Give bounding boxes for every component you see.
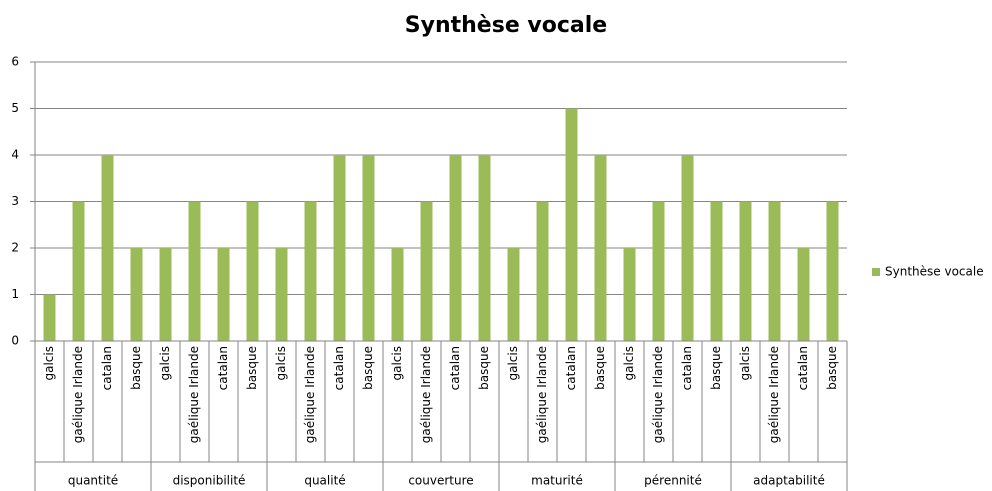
y-tick-label: 0 [11,334,19,348]
x-tick-label: basque [477,346,491,390]
x-tick-label: gaélique Irlande [419,346,433,443]
x-tick-label: basque [129,346,143,390]
bar [246,201,259,341]
bar [101,155,114,341]
y-tick-label: 6 [11,55,19,69]
x-tick-label: gaélique Irlande [187,346,201,443]
x-tick-label: basque [825,346,839,390]
x-tick-label: catalan [100,346,114,390]
group-label: couverture [408,474,473,488]
bar [478,155,491,341]
x-tick-label: basque [593,346,607,390]
x-tick-label: catalan [564,346,578,390]
bar [594,155,607,341]
x-tick-label: gaélique Irlande [71,346,85,443]
group-label: disponibilité [173,474,246,488]
group-label: adaptabilité [753,474,825,488]
x-tick-label: galcis [274,346,288,381]
bar [797,248,810,341]
y-tick-label: 5 [11,101,19,115]
bar [623,248,636,341]
legend-swatch [872,268,880,276]
x-tick-label: galcis [506,346,520,381]
bar [304,201,317,341]
bar [826,201,839,341]
bar [188,201,201,341]
y-tick-label: 1 [11,287,19,301]
x-tick-label: basque [709,346,723,390]
y-tick-label: 4 [11,148,19,162]
x-tick-label: gaélique Irlande [651,346,665,443]
x-tick-label: basque [361,346,375,390]
group-label: quantité [68,474,118,488]
group-label: maturité [531,474,583,488]
bar [710,201,723,341]
legend-label: Synthèse vocale [885,265,984,279]
y-tick-label: 3 [11,194,19,208]
chart-title: Synthèse vocale [405,13,607,38]
x-tick-label: gaélique Irlande [767,346,781,443]
bar [449,155,462,341]
bar [536,201,549,341]
x-tick-label: catalan [448,346,462,390]
bar [420,201,433,341]
bar [739,201,752,341]
x-tick-label: gaélique Irlande [303,346,317,443]
bar [565,108,578,341]
x-tick-label: galcis [42,346,56,381]
x-tick-label: galcis [158,346,172,381]
bar [159,248,172,341]
bar [333,155,346,341]
bar [217,248,230,341]
bar [72,201,85,341]
group-label: pérennité [644,474,702,488]
group-label: qualité [304,474,345,488]
x-tick-label: galcis [390,346,404,381]
x-tick-label: catalan [796,346,810,390]
bar [507,248,520,341]
x-tick-label: catalan [680,346,694,390]
bar [43,294,56,341]
x-tick-label: catalan [332,346,346,390]
x-tick-label: catalan [216,346,230,390]
bar [768,201,781,341]
bar [391,248,404,341]
bar [362,155,375,341]
x-tick-label: gaélique Irlande [535,346,549,443]
x-tick-label: galcis [622,346,636,381]
bar [652,201,665,341]
bar [130,248,143,341]
x-tick-label: galcis [738,346,752,381]
y-tick-label: 2 [11,241,19,255]
x-tick-label: basque [245,346,259,390]
bar [681,155,694,341]
bar [275,248,288,341]
